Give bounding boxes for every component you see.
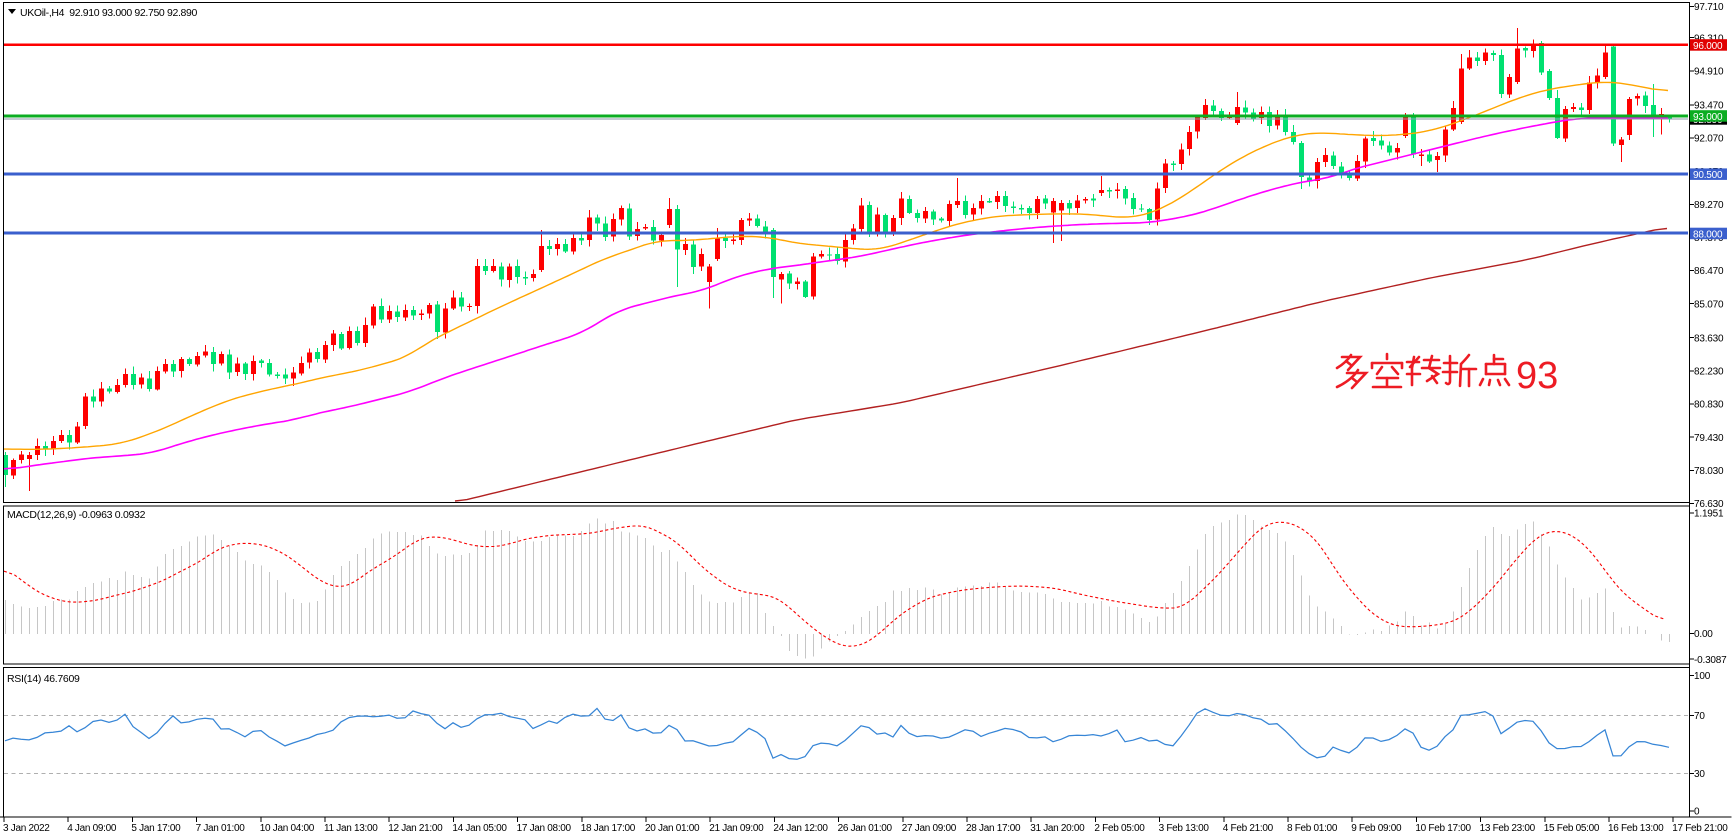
svg-text:96.310: 96.310: [1694, 33, 1724, 44]
svg-text:12 Jan 21:00: 12 Jan 21:00: [388, 823, 443, 834]
svg-text:89.270: 89.270: [1694, 200, 1724, 211]
svg-text:18 Jan 17:00: 18 Jan 17:00: [581, 823, 636, 834]
svg-text:14 Jan 05:00: 14 Jan 05:00: [452, 823, 507, 834]
svg-text:28 Jan 17:00: 28 Jan 17:00: [966, 823, 1021, 834]
svg-text:30: 30: [1694, 769, 1705, 780]
svg-text:5 Jan 17:00: 5 Jan 17:00: [131, 823, 181, 834]
svg-text:21 Jan 09:00: 21 Jan 09:00: [709, 823, 764, 834]
svg-text:11 Jan 13:00: 11 Jan 13:00: [324, 823, 378, 834]
svg-text:UKOil-,H4 92.910 93.000 92.75: UKOil-,H4 92.910 93.000 92.750 92.890: [20, 7, 198, 19]
svg-text:26 Jan 01:00: 26 Jan 01:00: [838, 823, 893, 834]
svg-text:17 Feb 21:00: 17 Feb 21:00: [1672, 823, 1728, 834]
svg-text:94.910: 94.910: [1694, 67, 1724, 78]
svg-text:0: 0: [1694, 807, 1700, 818]
svg-text:78.030: 78.030: [1694, 466, 1724, 477]
svg-text:90.500: 90.500: [1693, 170, 1723, 181]
svg-text:92.070: 92.070: [1694, 134, 1724, 145]
svg-text:93: 93: [1516, 355, 1558, 397]
svg-text:10 Jan 04:00: 10 Jan 04:00: [260, 823, 315, 834]
svg-text:82.230: 82.230: [1694, 367, 1724, 378]
svg-text:17 Jan 08:00: 17 Jan 08:00: [517, 823, 572, 834]
svg-text:MACD(12,26,9) -0.0963 0.0932: MACD(12,26,9) -0.0963 0.0932: [7, 509, 146, 521]
svg-text:76.630: 76.630: [1694, 499, 1724, 510]
svg-text:2 Feb 05:00: 2 Feb 05:00: [1094, 823, 1145, 834]
svg-text:31 Jan 20:00: 31 Jan 20:00: [1030, 823, 1085, 834]
svg-text:15 Feb 05:00: 15 Feb 05:00: [1544, 823, 1600, 834]
svg-text:24 Jan 12:00: 24 Jan 12:00: [773, 823, 828, 834]
svg-text:93.000: 93.000: [1693, 112, 1723, 123]
svg-text:79.430: 79.430: [1694, 433, 1724, 444]
svg-text:88.000: 88.000: [1693, 229, 1723, 240]
svg-text:8 Feb 01:00: 8 Feb 01:00: [1287, 823, 1338, 834]
svg-text:27 Jan 09:00: 27 Jan 09:00: [902, 823, 957, 834]
svg-text:96.000: 96.000: [1693, 41, 1723, 52]
svg-text:1.1951: 1.1951: [1694, 509, 1724, 520]
svg-text:100: 100: [1694, 671, 1711, 682]
svg-text:-0.3087: -0.3087: [1694, 655, 1727, 666]
svg-text:70: 70: [1694, 711, 1705, 722]
svg-text:16 Feb 13:00: 16 Feb 13:00: [1608, 823, 1664, 834]
svg-text:3 Feb 13:00: 3 Feb 13:00: [1159, 823, 1210, 834]
svg-text:20 Jan 01:00: 20 Jan 01:00: [645, 823, 700, 834]
svg-text:13 Feb 23:00: 13 Feb 23:00: [1480, 823, 1536, 834]
svg-text:4 Feb 21:00: 4 Feb 21:00: [1223, 823, 1274, 834]
svg-text:4 Jan 09:00: 4 Jan 09:00: [67, 823, 117, 834]
svg-text:9 Feb 09:00: 9 Feb 09:00: [1351, 823, 1402, 834]
svg-text:80.830: 80.830: [1694, 400, 1724, 411]
svg-text:7 Jan 01:00: 7 Jan 01:00: [196, 823, 246, 834]
svg-text:86.470: 86.470: [1694, 266, 1724, 277]
svg-text:97.710: 97.710: [1694, 2, 1724, 13]
svg-text:3 Jan 2022: 3 Jan 2022: [3, 823, 50, 834]
svg-text:93.470: 93.470: [1694, 101, 1724, 112]
svg-text:83.630: 83.630: [1694, 333, 1724, 344]
svg-text:0.00: 0.00: [1694, 629, 1713, 640]
svg-text:10 Feb 17:00: 10 Feb 17:00: [1415, 823, 1471, 834]
svg-text:RSI(14) 46.7609: RSI(14) 46.7609: [7, 673, 80, 685]
svg-text:85.070: 85.070: [1694, 299, 1724, 310]
